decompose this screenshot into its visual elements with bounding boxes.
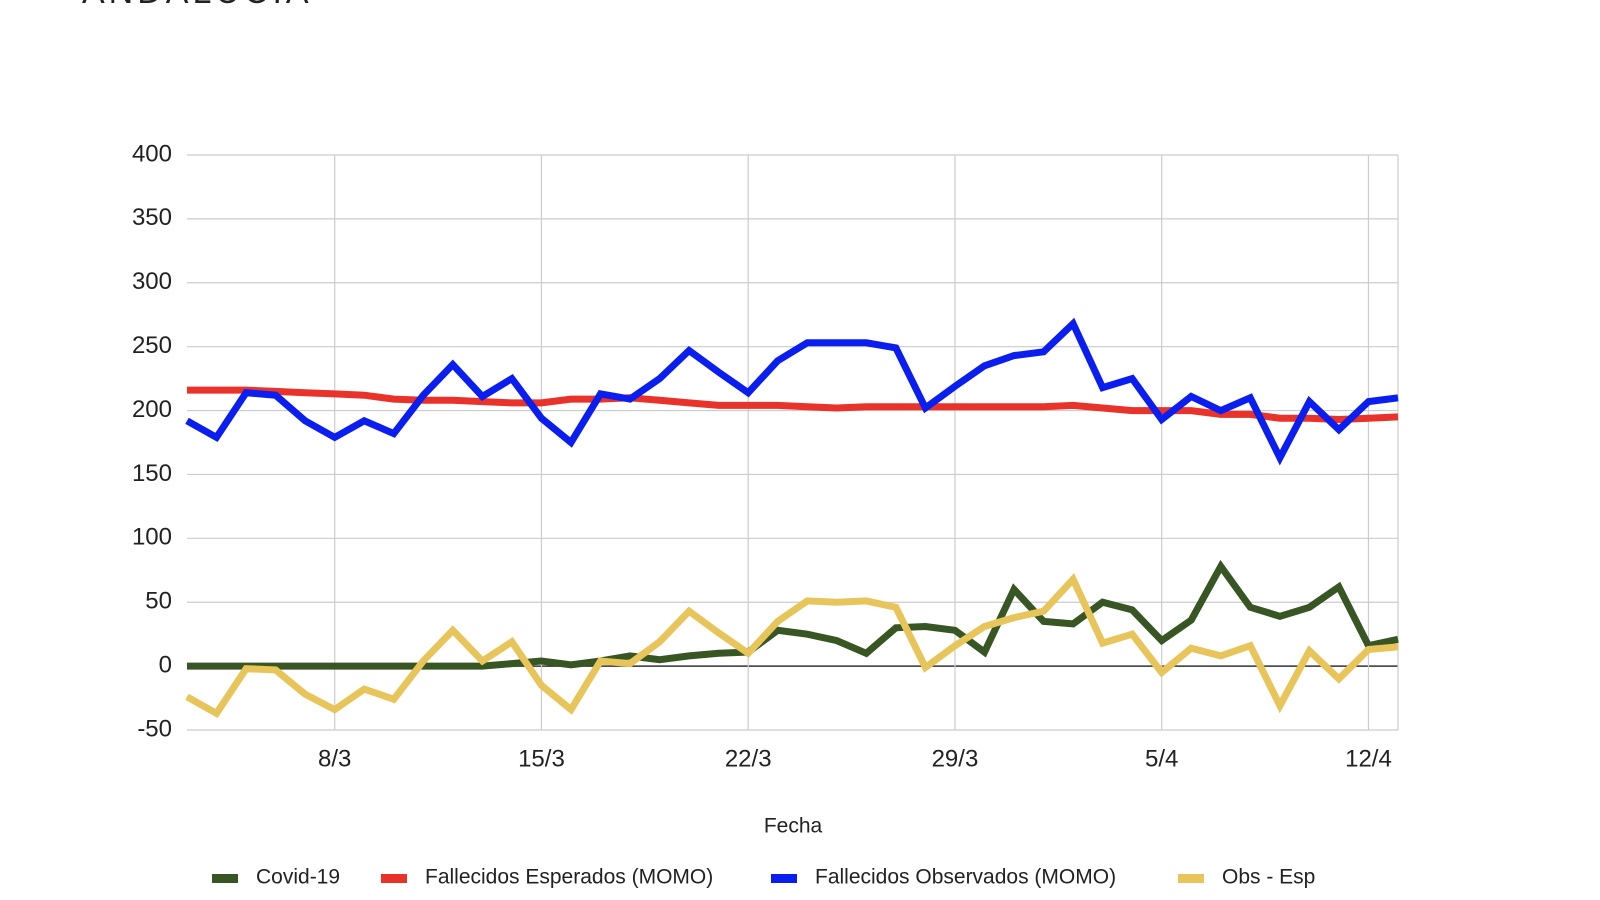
y-tick-label: -50: [137, 715, 172, 742]
legend-swatch: [1178, 874, 1204, 883]
x-tick-label: 15/3: [518, 745, 565, 772]
x-tick-label: 5/4: [1145, 745, 1178, 772]
legend-swatch: [212, 874, 238, 883]
series-line: [185, 572, 1399, 719]
x-tick-label: 29/3: [932, 745, 979, 772]
chart-title: ANDALUCÍA: [82, 0, 313, 11]
legend-label: Fallecidos Esperados (MOMO): [425, 866, 713, 889]
y-tick-label: 0: [159, 651, 172, 678]
series-line: [185, 317, 1399, 466]
x-axis-label: Fecha: [764, 815, 823, 838]
legend-swatch: [381, 874, 407, 883]
legend-label: Covid-19: [256, 866, 340, 889]
y-tick-label: 100: [132, 524, 172, 551]
y-tick-label: 400: [132, 140, 172, 167]
y-tick-label: 200: [132, 396, 172, 423]
y-tick-label: 300: [132, 268, 172, 295]
x-tick-label: 8/3: [318, 745, 351, 772]
legend-label: Fallecidos Observados (MOMO): [815, 866, 1116, 889]
y-tick-label: 50: [145, 588, 172, 615]
y-tick-label: 250: [132, 332, 172, 359]
legend-swatch: [771, 874, 797, 883]
y-tick-label: 350: [132, 204, 172, 231]
legend-label: Obs - Esp: [1222, 866, 1315, 889]
x-tick-label: 22/3: [725, 745, 772, 772]
series-line: [187, 559, 1399, 670]
x-tick-label: 12/4: [1345, 745, 1392, 772]
series-line: [187, 386, 1399, 424]
y-tick-label: 150: [132, 460, 172, 487]
